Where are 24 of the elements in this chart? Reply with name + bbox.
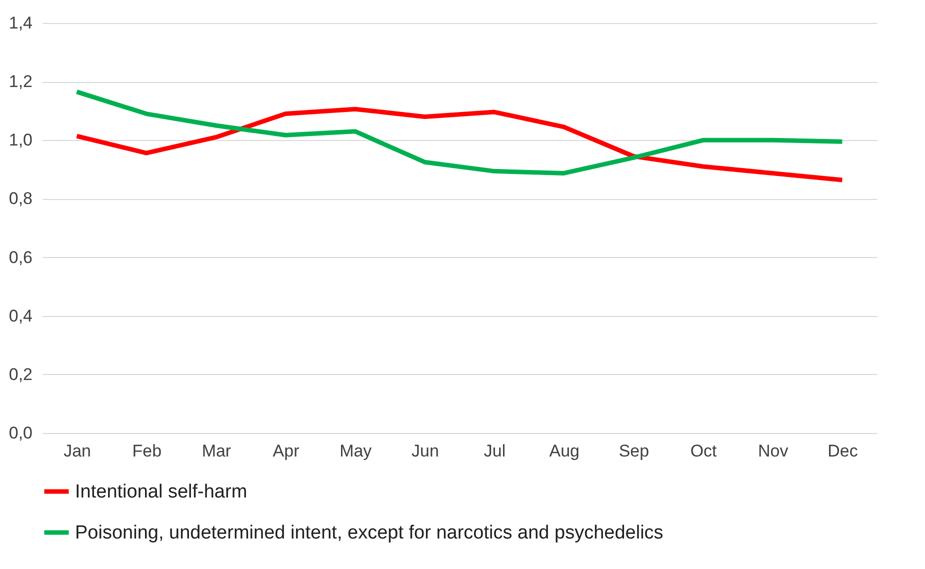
x-tick-label: Mar <box>202 442 232 460</box>
x-tick-label: Nov <box>758 442 789 460</box>
y-tick-label: 1,4 <box>8 14 32 32</box>
legend-label: Intentional self-harm <box>75 482 248 502</box>
y-tick-label: 1,2 <box>8 72 32 92</box>
x-tick-label: Jun <box>411 442 439 460</box>
x-tick-label: Oct <box>690 442 718 460</box>
line-series <box>74 106 844 182</box>
x-tick-label: Aug <box>549 442 580 460</box>
y-tick-label: 0,0 <box>8 424 32 442</box>
legend-label: Poisoning, undetermined intent, except for narcotics and psychedelics <box>75 522 664 544</box>
y-tick-label: 0,8 <box>8 189 32 208</box>
x-tick-label: Jul <box>484 442 506 460</box>
x-tick-label: Apr <box>272 442 300 460</box>
line-series <box>74 90 844 176</box>
y-tick-label: 0,2 <box>8 364 32 384</box>
y-tick-label: 0,4 <box>8 306 32 326</box>
x-tick-label: Dec <box>828 442 858 460</box>
x-tick-label: Sep <box>618 442 650 460</box>
y-tick-label: 0,6 <box>8 248 32 267</box>
x-tick-label: May <box>340 442 372 460</box>
x-tick-label: Feb <box>132 442 162 460</box>
x-tick-label: Jan <box>64 442 92 460</box>
y-tick-label: 1,0 <box>8 130 32 150</box>
